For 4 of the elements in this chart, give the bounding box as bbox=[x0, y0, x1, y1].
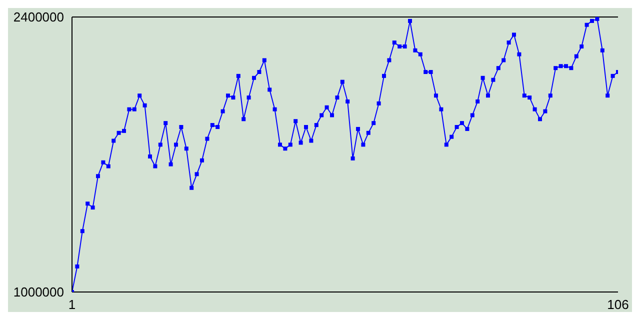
y-tick-label: 1000000 bbox=[13, 284, 64, 300]
x-tick-label: 106 bbox=[607, 297, 629, 312]
y-tick-label: 2400000 bbox=[13, 10, 64, 25]
x-tick-label: 1 bbox=[68, 297, 76, 312]
